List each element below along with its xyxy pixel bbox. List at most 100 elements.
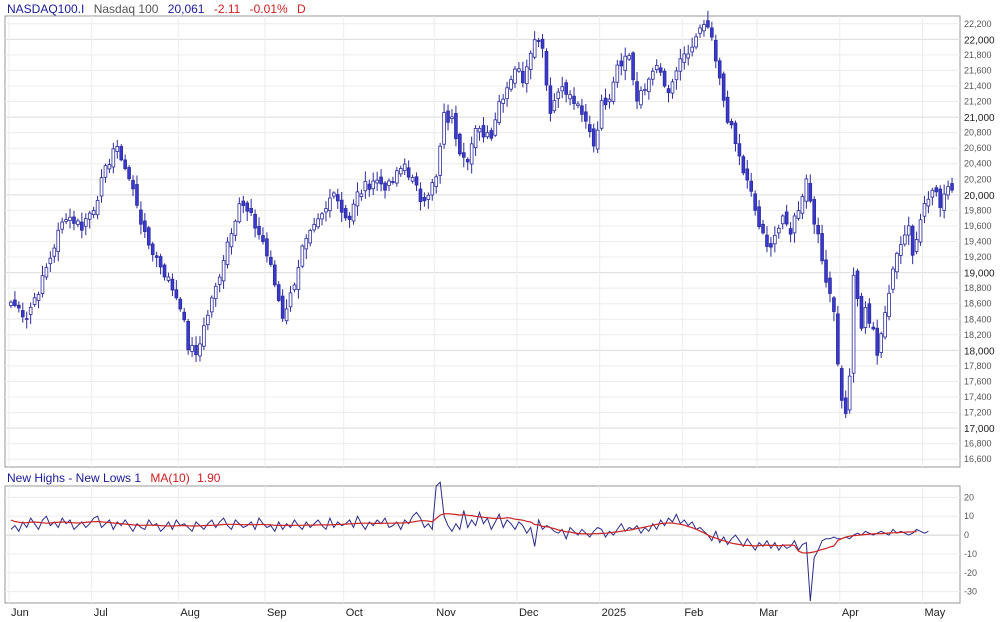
candle-body [469, 143, 474, 165]
candle-body [87, 212, 92, 220]
candle-body [851, 274, 856, 374]
candle [930, 187, 935, 206]
candle-body [509, 79, 513, 90]
candle-body [367, 183, 372, 190]
candle-body [410, 177, 415, 182]
candle-body [414, 176, 419, 186]
candle [131, 175, 135, 197]
price-candles [9, 10, 954, 419]
candle-body [650, 70, 655, 80]
candle-body [40, 275, 45, 294]
candle [280, 289, 285, 322]
candle [871, 322, 876, 331]
candle-body [332, 192, 336, 197]
candle-body [922, 203, 927, 217]
candle [461, 142, 466, 168]
indicator-panel: 20 10 0 -10 -20 -30 [4, 481, 977, 604]
candle [887, 284, 891, 321]
candle-body [729, 120, 734, 126]
candle [182, 307, 187, 323]
candle-body [737, 143, 742, 157]
candle-body [154, 255, 159, 258]
candle-body [776, 227, 781, 234]
candle [631, 51, 635, 86]
candle-body [146, 227, 151, 246]
candle [72, 210, 76, 231]
candle [363, 171, 368, 199]
candle [339, 192, 344, 223]
candle [528, 50, 533, 80]
candle [99, 169, 104, 203]
candle-body [643, 89, 647, 91]
candle-body [32, 297, 37, 305]
candle [288, 285, 293, 312]
candle-body [418, 188, 423, 203]
candle-body [524, 66, 529, 85]
candle-body [733, 122, 738, 145]
candle-body [765, 234, 769, 247]
candle-body [233, 220, 238, 236]
candle [60, 217, 64, 234]
candle [776, 224, 781, 239]
x-tick-label: Nov [436, 607, 456, 619]
candle [123, 154, 127, 171]
candle-body [584, 111, 588, 122]
candle-body [780, 215, 785, 225]
candle [135, 175, 139, 209]
candle [253, 209, 257, 238]
candle-body [36, 293, 41, 301]
candle-body [426, 194, 431, 200]
candle [316, 213, 320, 230]
candle-body [513, 68, 517, 84]
candle [107, 158, 112, 174]
candle-body [820, 233, 824, 262]
candle-body [123, 159, 127, 170]
candle-body [713, 39, 718, 62]
candle-body [631, 52, 635, 81]
candle-body [13, 299, 17, 306]
candle-body [501, 98, 505, 104]
candle-body [493, 119, 498, 136]
x-tick-label: Jun [11, 607, 29, 619]
candle [580, 98, 584, 123]
candle [757, 200, 761, 230]
candle [442, 103, 446, 149]
candle [773, 226, 777, 253]
candle-body [363, 180, 368, 192]
candle-body [103, 165, 108, 178]
candle [556, 88, 561, 109]
candle-body [540, 38, 545, 49]
candle [32, 292, 37, 307]
candle [9, 300, 13, 309]
candle-body [875, 327, 880, 356]
candle-body [402, 163, 407, 171]
candle [859, 292, 864, 332]
price-panel: 16,600 16,800 17,200 17,400 17,600 17,800 18,2… [4, 10, 995, 468]
candle-body [891, 268, 895, 290]
candle-body [442, 112, 446, 145]
candle-body [209, 297, 214, 313]
candle [749, 172, 754, 197]
candle [694, 33, 698, 50]
candle [146, 225, 151, 250]
candle [521, 61, 525, 88]
candle [678, 48, 683, 81]
candle [836, 305, 840, 367]
candle [36, 291, 41, 309]
candle [635, 71, 639, 110]
candle-body [48, 257, 53, 265]
candle [906, 216, 911, 246]
candle [44, 263, 49, 280]
candle-body [135, 184, 139, 206]
candle [899, 236, 903, 264]
candle [477, 125, 482, 141]
ma-value: 1.90 [197, 471, 221, 485]
candle [217, 273, 222, 293]
candle-body [202, 325, 206, 347]
candle [548, 77, 553, 122]
candle [670, 78, 675, 99]
candle-body [587, 124, 592, 133]
instrument-name: Nasdaq 100 [94, 2, 159, 16]
candle-body [217, 276, 222, 285]
